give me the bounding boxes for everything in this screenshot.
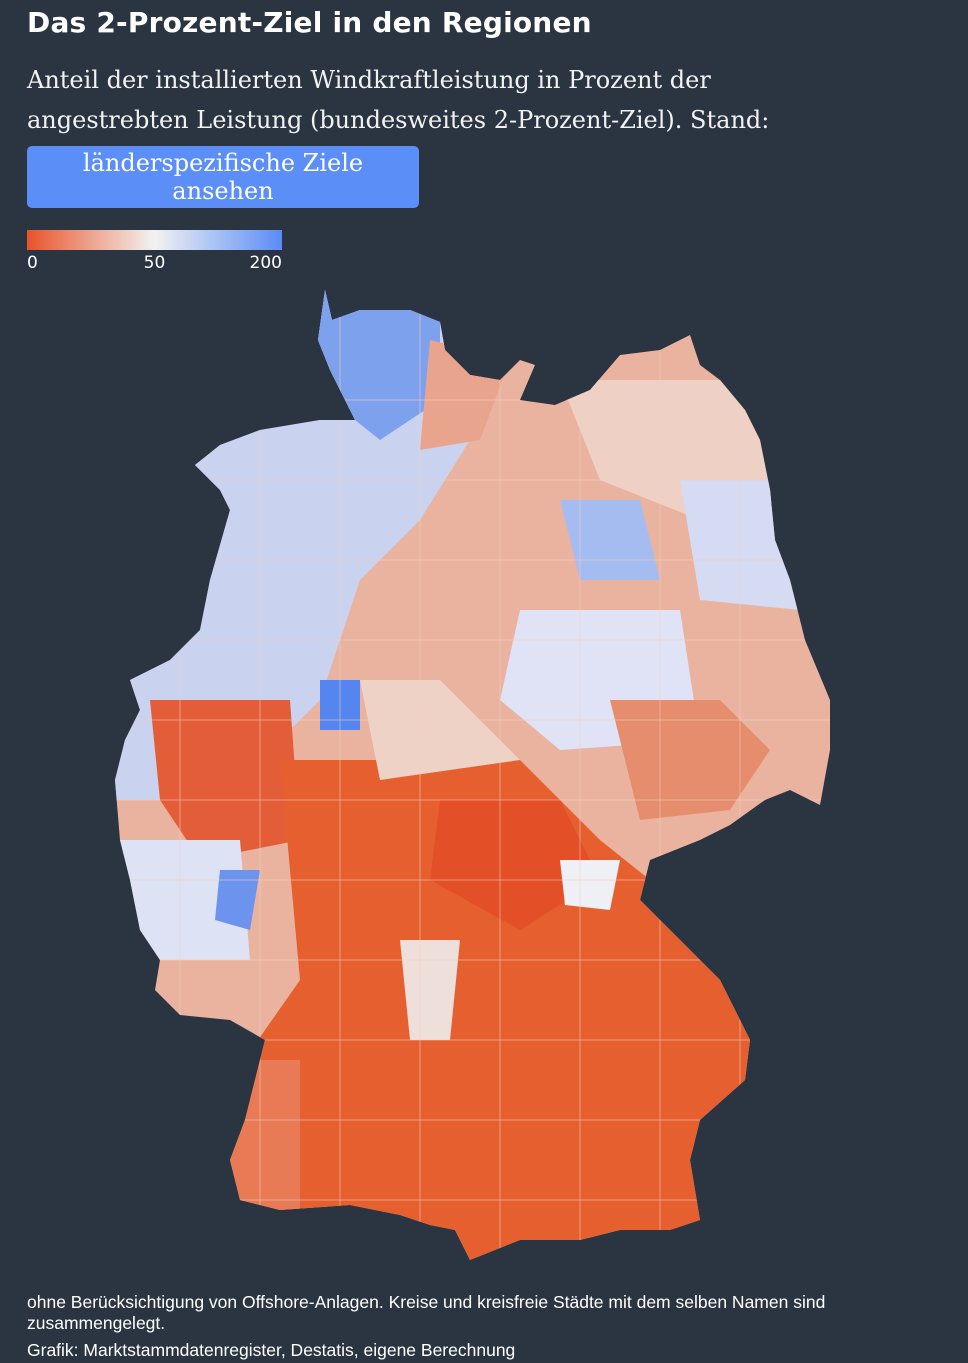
source: Grafik: Marktstammdatenregister, Destati… bbox=[27, 1340, 516, 1360]
toggle-button[interactable]: länderspezifische Ziele ansehen bbox=[27, 146, 419, 208]
legend-tick-label: 200 bbox=[250, 253, 282, 273]
map bbox=[115, 290, 830, 1260]
regions bbox=[115, 290, 830, 1260]
subtitle: Anteil der installierten Windkraftleistu… bbox=[27, 66, 770, 174]
legend: 0 50 200 bbox=[27, 230, 282, 273]
legend-tick-label: 50 bbox=[144, 253, 166, 273]
legend-bar bbox=[27, 230, 282, 250]
footnote: ohne Berücksichtigung von Offshore-Anlag… bbox=[27, 1292, 826, 1333]
legend-tick-label: 0 bbox=[27, 253, 38, 273]
title: Das 2-Prozent-Ziel in den Regionen bbox=[27, 6, 592, 39]
